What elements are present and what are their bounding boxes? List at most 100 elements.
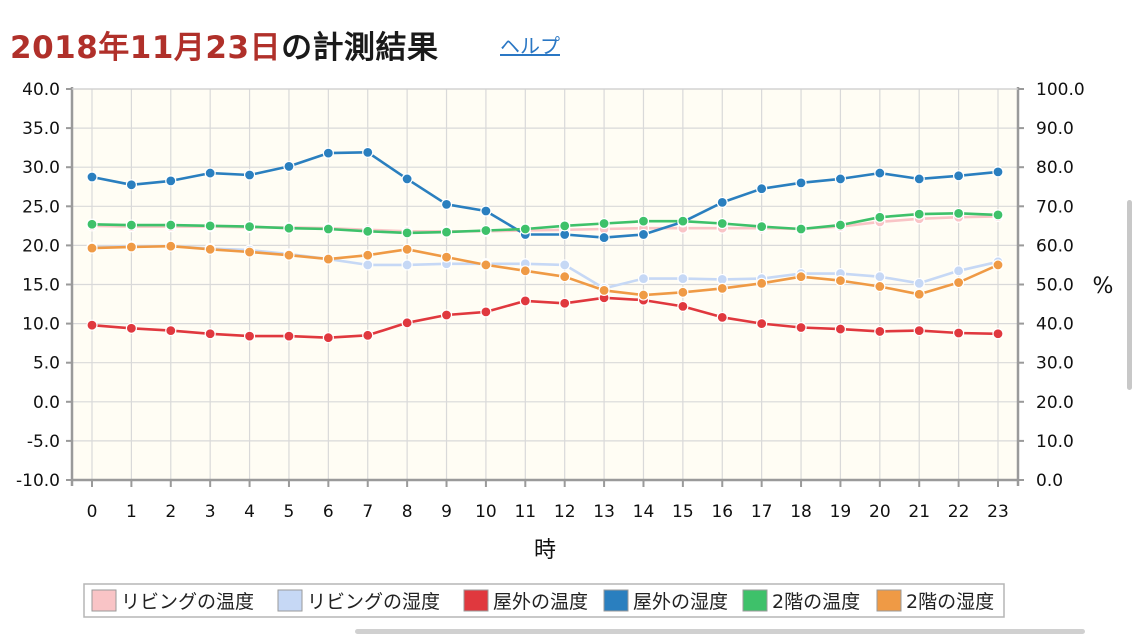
data-point[interactable] xyxy=(913,288,925,300)
data-point[interactable] xyxy=(637,228,650,241)
data-point[interactable] xyxy=(637,273,650,285)
data-point[interactable] xyxy=(86,171,98,183)
data-point[interactable] xyxy=(362,225,374,237)
help-link[interactable]: ヘルプ xyxy=(500,34,560,58)
legend-item[interactable]: 屋外の温度 xyxy=(463,589,588,613)
data-point[interactable] xyxy=(401,227,413,239)
data-point[interactable] xyxy=(992,328,1004,340)
data-point[interactable] xyxy=(440,251,453,263)
data-point[interactable] xyxy=(440,226,453,238)
data-point[interactable] xyxy=(756,183,768,195)
data-point[interactable] xyxy=(204,220,216,232)
data-point[interactable] xyxy=(637,215,650,227)
data-point[interactable] xyxy=(401,259,413,271)
data-point[interactable] xyxy=(204,328,216,340)
data-point[interactable] xyxy=(834,274,847,287)
legend-item[interactable]: 屋外の湿度 xyxy=(603,589,728,613)
data-point[interactable] xyxy=(165,219,177,231)
data-point[interactable] xyxy=(480,259,492,271)
data-point[interactable] xyxy=(401,317,413,329)
data-point[interactable] xyxy=(716,311,728,323)
data-point[interactable] xyxy=(992,209,1004,221)
data-point[interactable] xyxy=(322,223,334,235)
data-point[interactable] xyxy=(874,280,886,293)
data-point[interactable] xyxy=(440,198,453,210)
legend-item[interactable]: リビングの湿度 xyxy=(277,589,440,613)
horizontal-scrollbar[interactable] xyxy=(355,629,1085,634)
data-point[interactable] xyxy=(953,170,965,182)
data-point[interactable] xyxy=(874,271,886,283)
data-point[interactable] xyxy=(283,222,295,234)
data-point[interactable] xyxy=(677,300,689,312)
data-point[interactable] xyxy=(874,325,886,338)
data-point[interactable] xyxy=(795,177,807,189)
data-point[interactable] xyxy=(401,243,413,255)
data-point[interactable] xyxy=(362,249,374,261)
data-point[interactable] xyxy=(716,217,728,230)
data-point[interactable] xyxy=(165,240,177,252)
data-point[interactable] xyxy=(362,329,374,341)
data-point[interactable] xyxy=(598,284,610,296)
data-point[interactable] xyxy=(677,273,689,285)
data-point[interactable] xyxy=(243,221,256,233)
data-point[interactable] xyxy=(795,321,807,334)
data-point[interactable] xyxy=(401,173,413,185)
data-point[interactable] xyxy=(795,271,807,283)
data-point[interactable] xyxy=(125,241,137,253)
data-point[interactable] xyxy=(519,295,531,307)
data-point[interactable] xyxy=(559,297,571,309)
data-point[interactable] xyxy=(795,223,807,235)
data-point[interactable] xyxy=(243,246,256,258)
data-point[interactable] xyxy=(834,323,847,335)
data-point[interactable] xyxy=(913,208,925,220)
legend-item[interactable]: リビングの温度 xyxy=(91,589,254,613)
data-point[interactable] xyxy=(480,224,492,237)
data-point[interactable] xyxy=(756,318,768,330)
data-point[interactable] xyxy=(716,282,728,295)
data-point[interactable] xyxy=(519,265,531,277)
data-point[interactable] xyxy=(165,325,177,337)
data-point[interactable] xyxy=(362,146,374,158)
data-point[interactable] xyxy=(480,306,492,318)
data-point[interactable] xyxy=(953,327,965,339)
data-point[interactable] xyxy=(440,309,453,321)
data-point[interactable] xyxy=(913,277,925,289)
data-point[interactable] xyxy=(125,179,137,191)
data-point[interactable] xyxy=(322,253,334,265)
data-point[interactable] xyxy=(480,205,492,217)
data-point[interactable] xyxy=(637,289,650,301)
data-point[interactable] xyxy=(125,322,137,334)
legend-item[interactable]: 2階の湿度 xyxy=(876,589,994,613)
legend-item[interactable]: 2階の温度 xyxy=(742,589,860,613)
data-point[interactable] xyxy=(559,259,571,271)
data-point[interactable] xyxy=(953,276,965,289)
data-point[interactable] xyxy=(834,219,847,231)
data-point[interactable] xyxy=(322,332,334,344)
data-point[interactable] xyxy=(559,220,571,232)
data-point[interactable] xyxy=(559,271,571,283)
data-point[interactable] xyxy=(86,242,98,254)
data-point[interactable] xyxy=(86,319,98,331)
data-point[interactable] xyxy=(953,265,965,277)
data-point[interactable] xyxy=(125,219,137,231)
data-point[interactable] xyxy=(677,215,689,227)
data-point[interactable] xyxy=(86,218,98,230)
data-point[interactable] xyxy=(756,221,768,233)
data-point[interactable] xyxy=(204,243,216,255)
data-point[interactable] xyxy=(598,217,610,230)
data-point[interactable] xyxy=(992,166,1004,178)
data-point[interactable] xyxy=(165,175,177,187)
data-point[interactable] xyxy=(322,147,334,159)
data-point[interactable] xyxy=(716,196,728,208)
data-point[interactable] xyxy=(204,167,216,179)
data-point[interactable] xyxy=(874,167,886,179)
data-point[interactable] xyxy=(243,330,256,342)
data-point[interactable] xyxy=(283,160,295,173)
data-point[interactable] xyxy=(283,249,295,261)
data-point[interactable] xyxy=(992,259,1004,271)
data-point[interactable] xyxy=(519,223,531,235)
data-point[interactable] xyxy=(913,173,925,185)
data-point[interactable] xyxy=(953,207,965,219)
data-point[interactable] xyxy=(243,169,256,181)
data-point[interactable] xyxy=(362,259,374,271)
